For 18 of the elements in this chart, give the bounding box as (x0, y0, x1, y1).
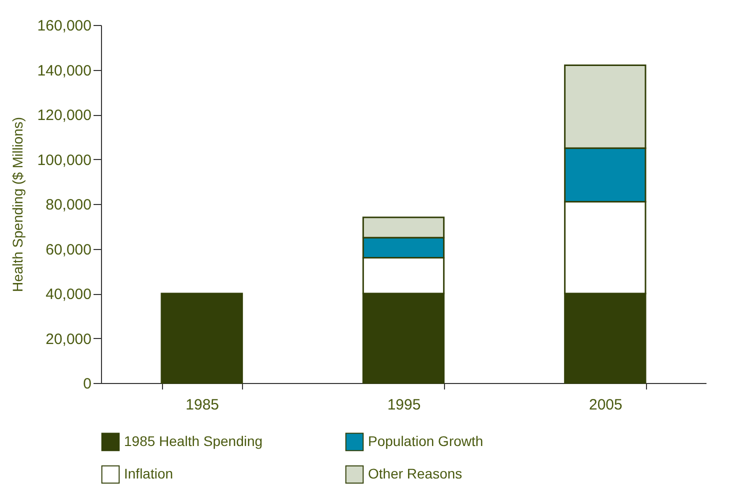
y-tick-label: 160,000 (37, 18, 92, 34)
x-tick-label: 1985 (186, 396, 220, 414)
y-tick-label: 20,000 (46, 330, 92, 348)
y-tick-label: 120,000 (37, 107, 92, 124)
y-tick-label: 60,000 (46, 241, 92, 258)
bar (160, 292, 243, 384)
y-tick-label: 40,000 (46, 286, 92, 303)
y-axis-title: Health Spending ($ Millions) (9, 116, 26, 292)
legend-label: Population Growth (368, 432, 484, 449)
x-tick-label: 2005 (588, 396, 622, 414)
y-tick-label: 100,000 (37, 152, 92, 169)
y-tick-label: 140,000 (37, 62, 92, 80)
y-tick-label: 80,000 (46, 196, 92, 214)
legend-label: Other Reasons (368, 466, 462, 482)
legend-label: 1985 Health Spending (124, 432, 263, 449)
y-tick-label: 0 (83, 376, 92, 392)
x-tick-label: 1995 (387, 396, 421, 414)
legend-label: Inflation (124, 466, 174, 482)
